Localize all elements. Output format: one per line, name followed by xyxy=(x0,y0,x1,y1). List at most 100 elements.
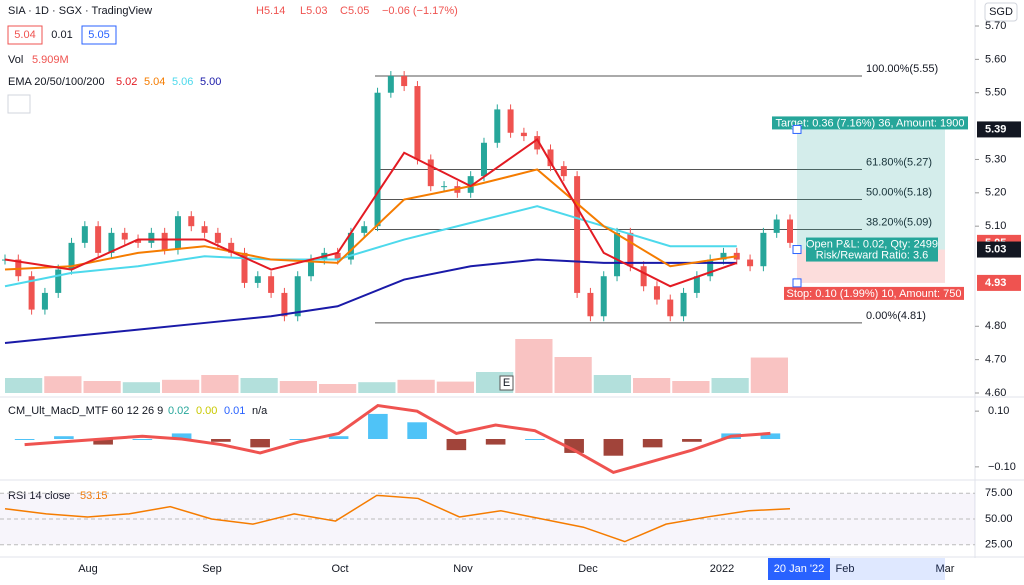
volume-bar xyxy=(44,376,82,393)
x-tick-label: Feb xyxy=(836,563,855,575)
ema-line xyxy=(4,137,738,288)
earnings-label: E xyxy=(503,377,510,389)
volume-bar xyxy=(358,382,396,393)
volume-bar xyxy=(554,357,592,393)
macd-value: 0.01 xyxy=(224,405,245,417)
candle-body xyxy=(720,252,727,260)
candle-body xyxy=(95,226,102,253)
y-tick-label: 5.10 xyxy=(985,220,1006,232)
ema-line xyxy=(4,168,737,271)
ema-value: 5.02 xyxy=(116,76,137,88)
candle-body xyxy=(773,219,780,233)
volume-bar xyxy=(515,339,553,393)
candle-body xyxy=(68,242,75,270)
candle-body xyxy=(188,216,195,227)
histogram-bar xyxy=(54,436,74,439)
price-badge-label: 4.93 xyxy=(985,277,1006,289)
y-tick-label: 4.60 xyxy=(985,387,1006,399)
rsi-line xyxy=(4,494,791,543)
candle-body xyxy=(587,292,594,317)
candle-body xyxy=(547,149,554,167)
currency-button[interactable] xyxy=(984,2,1018,22)
fib-label: 50.00%(5.18) xyxy=(866,186,932,198)
histogram-bar xyxy=(407,422,427,439)
histogram-bar xyxy=(368,413,388,439)
candle-body xyxy=(121,232,128,240)
candle-body xyxy=(254,276,261,283)
candle-body xyxy=(28,276,35,310)
candle-body xyxy=(494,109,501,143)
ema-label: EMA 20/50/100/200 xyxy=(8,76,105,88)
handle[interactable] xyxy=(792,245,802,255)
candle-body xyxy=(653,286,660,300)
target-text: Target: 0.36 (7.16%) 36, Amount: 1900 xyxy=(776,117,965,129)
x-tick-label: Nov xyxy=(453,563,473,575)
buy-price[interactable]: 5.05 xyxy=(88,29,109,41)
volume-bar xyxy=(319,384,357,393)
volume-bar xyxy=(83,381,121,393)
fib-label: 61.80%(5.27) xyxy=(866,156,932,168)
candle-body xyxy=(614,232,621,277)
stop-text: Stop: 0.10 (1.99%) 10, Amount: 750 xyxy=(787,288,962,300)
volume-bar xyxy=(711,378,749,393)
sell-price[interactable]: 5.04 xyxy=(14,29,35,41)
candle-body xyxy=(81,226,88,243)
candle-body xyxy=(667,299,674,317)
y-tick-label: 50.00 xyxy=(985,513,1013,525)
low: L5.03 xyxy=(300,5,328,17)
candle-body xyxy=(600,276,607,317)
volume-bar xyxy=(201,375,239,393)
histogram-bar xyxy=(171,433,192,439)
candle-body xyxy=(427,159,434,187)
y-tick-label: 0.10 xyxy=(988,405,1009,417)
candle-body xyxy=(41,292,48,310)
candle-body xyxy=(174,216,181,250)
x-tick-label: 2022 xyxy=(710,563,734,575)
volume-bar xyxy=(633,378,671,393)
macd-value: 0.02 xyxy=(168,405,189,417)
y-tick-label: 75.00 xyxy=(985,487,1013,499)
histogram-bar xyxy=(485,439,506,445)
y-tick-label: 5.70 xyxy=(985,20,1006,32)
sell-button[interactable] xyxy=(7,25,43,45)
target-box xyxy=(772,116,968,130)
volume-bar xyxy=(672,381,710,393)
time-cursor: 20 Jan '22 xyxy=(774,563,824,575)
ema-value: 5.04 xyxy=(144,76,165,88)
histogram-bar xyxy=(642,439,663,448)
candle-body xyxy=(108,232,115,253)
macd-label: CM_Ult_MacD_MTF 60 12 26 9 xyxy=(8,405,163,417)
candle-body xyxy=(640,266,647,287)
candle-body xyxy=(534,136,541,150)
y-tick-label: −0.10 xyxy=(988,461,1016,473)
candle-body xyxy=(387,76,394,93)
buy-button[interactable] xyxy=(81,25,117,45)
price-badge xyxy=(977,241,1021,258)
pnl-text: Open P&L: 0.02, Qty: 2499 xyxy=(806,238,938,250)
earnings-marker xyxy=(499,375,514,391)
future-range xyxy=(830,558,945,580)
price-badge xyxy=(977,274,1021,291)
volume-bar xyxy=(593,375,631,393)
currency[interactable]: SGD xyxy=(989,6,1013,18)
handle[interactable] xyxy=(792,278,802,288)
candle-body xyxy=(214,232,221,243)
histogram-bar xyxy=(328,436,349,439)
vol-value: 5.909M xyxy=(32,54,69,66)
histogram-bar xyxy=(289,439,310,440)
candle-body xyxy=(760,232,767,267)
histogram-bar xyxy=(132,439,153,440)
x-tick-label: Mar xyxy=(936,563,955,575)
candle-body xyxy=(414,86,421,160)
spread: 0.01 xyxy=(51,29,72,41)
volume-bar xyxy=(5,378,43,393)
price-badge-label: 5.03 xyxy=(985,243,1006,255)
volume-bar xyxy=(122,382,160,393)
volume-bar xyxy=(240,378,278,393)
handle[interactable] xyxy=(792,124,802,134)
volume-bar xyxy=(397,379,435,393)
vol-label: Vol xyxy=(8,54,23,66)
y-tick-label: 4.80 xyxy=(985,320,1006,332)
candle-body xyxy=(520,132,527,137)
collapse-button[interactable] xyxy=(7,94,31,114)
